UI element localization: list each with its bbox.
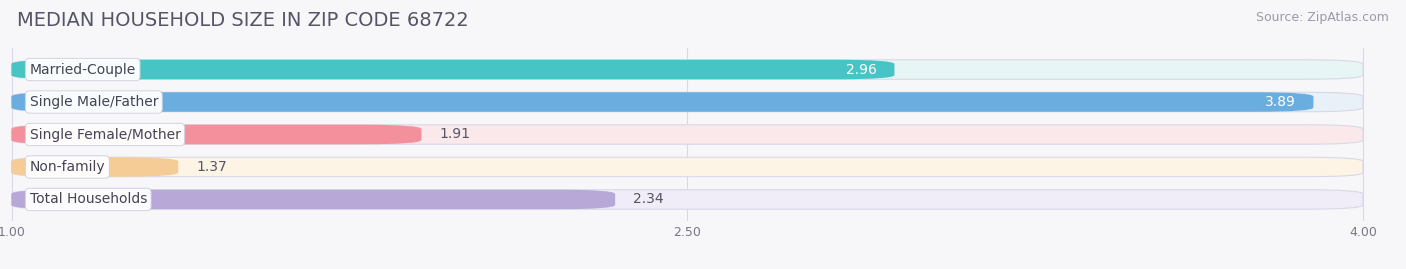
Text: Source: ZipAtlas.com: Source: ZipAtlas.com: [1256, 11, 1389, 24]
Text: 3.89: 3.89: [1264, 95, 1295, 109]
FancyBboxPatch shape: [11, 190, 616, 209]
Text: Total Households: Total Households: [30, 192, 148, 207]
FancyBboxPatch shape: [11, 125, 422, 144]
FancyBboxPatch shape: [11, 157, 179, 177]
Text: 2.34: 2.34: [633, 192, 664, 207]
FancyBboxPatch shape: [11, 60, 894, 79]
FancyBboxPatch shape: [11, 92, 1313, 112]
FancyBboxPatch shape: [11, 157, 1362, 177]
FancyBboxPatch shape: [11, 125, 1362, 144]
Text: 1.37: 1.37: [197, 160, 226, 174]
FancyBboxPatch shape: [11, 60, 1362, 79]
Text: 1.91: 1.91: [440, 128, 471, 141]
Text: Single Male/Father: Single Male/Father: [30, 95, 157, 109]
FancyBboxPatch shape: [11, 92, 1362, 112]
Text: Married-Couple: Married-Couple: [30, 62, 136, 77]
Text: 2.96: 2.96: [845, 62, 876, 77]
Text: Single Female/Mother: Single Female/Mother: [30, 128, 180, 141]
Text: MEDIAN HOUSEHOLD SIZE IN ZIP CODE 68722: MEDIAN HOUSEHOLD SIZE IN ZIP CODE 68722: [17, 11, 468, 30]
FancyBboxPatch shape: [11, 190, 1362, 209]
Text: Non-family: Non-family: [30, 160, 105, 174]
